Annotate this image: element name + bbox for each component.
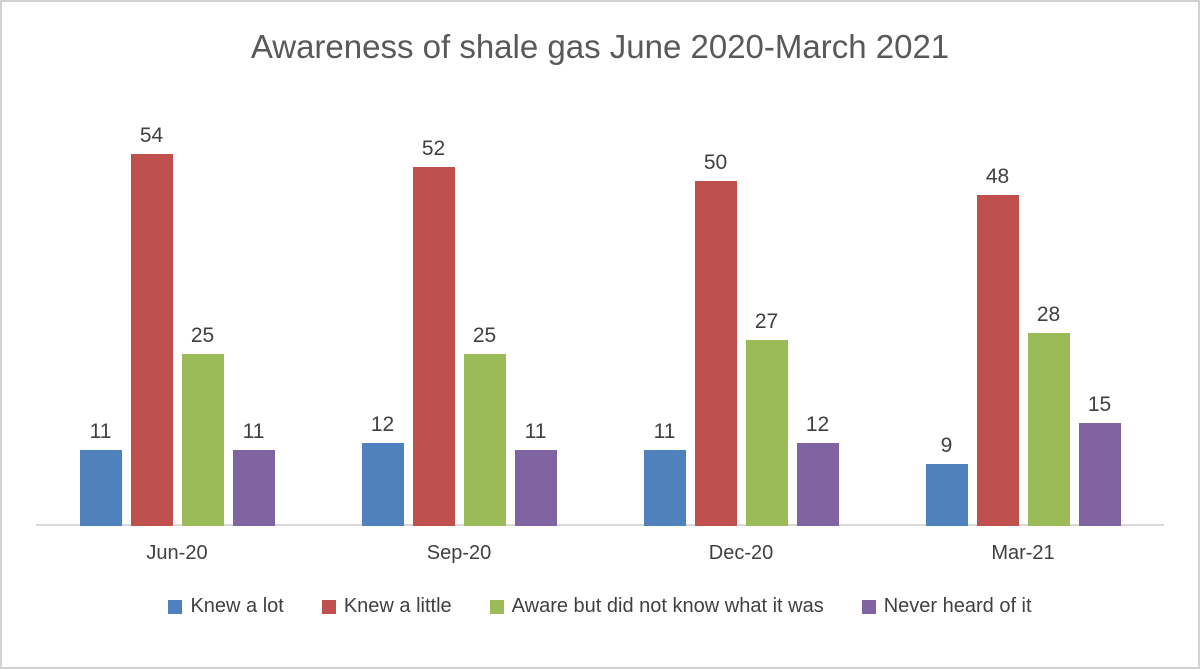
bar bbox=[514, 450, 557, 527]
bar-column: 12 bbox=[796, 413, 839, 527]
legend-item: Never heard of it bbox=[861, 595, 1032, 618]
legend-label: Knew a lot bbox=[190, 595, 284, 618]
x-axis-line bbox=[36, 524, 1164, 527]
bar-value-label: 27 bbox=[754, 309, 779, 333]
bar bbox=[643, 450, 686, 527]
bar-value-label: 11 bbox=[89, 420, 112, 444]
legend-color-swatch bbox=[861, 599, 876, 614]
bar-value-label: 25 bbox=[472, 323, 497, 347]
legend-label: Aware but did not know what it was bbox=[511, 595, 824, 618]
bar-column: 11 bbox=[514, 420, 557, 527]
bar-value-label: 12 bbox=[805, 413, 830, 437]
bar bbox=[796, 443, 839, 527]
legend-label: Knew a little bbox=[343, 595, 452, 618]
bar-column: 11 bbox=[79, 420, 122, 527]
legend-item: Aware but did not know what it was bbox=[489, 595, 824, 618]
chart-title: Awareness of shale gas June 2020-March 2… bbox=[250, 28, 950, 65]
bar-value-label: 11 bbox=[653, 420, 676, 444]
bar bbox=[130, 153, 173, 527]
bar bbox=[361, 443, 404, 527]
bar bbox=[976, 195, 1019, 527]
legend-color-swatch bbox=[489, 599, 504, 614]
bar-value-label: 9 bbox=[940, 434, 953, 458]
bar-value-label: 15 bbox=[1087, 392, 1112, 416]
bar bbox=[79, 450, 122, 527]
bar bbox=[745, 339, 788, 527]
x-axis-label: Sep-20 bbox=[426, 542, 492, 565]
bar-group-jun-20: 11 54 25 11 bbox=[36, 124, 318, 527]
bar-column: 28 bbox=[1027, 303, 1070, 527]
bar-column: 25 bbox=[181, 323, 224, 527]
bar-value-label: 48 bbox=[985, 165, 1010, 189]
bar-group-dec-20: 11 50 27 12 bbox=[600, 151, 882, 527]
bar-value-label: 52 bbox=[421, 137, 446, 161]
bar-column: 11 bbox=[232, 420, 275, 527]
bar bbox=[925, 464, 968, 527]
x-axis-labels: Jun-20 Sep-20 Dec-20 Mar-21 bbox=[36, 526, 1164, 565]
bar-value-label: 11 bbox=[242, 420, 265, 444]
bar-column: 9 bbox=[925, 434, 968, 527]
bar-value-label: 28 bbox=[1036, 303, 1061, 327]
bar bbox=[463, 353, 506, 527]
bar bbox=[694, 181, 737, 527]
x-axis-label: Jun-20 bbox=[146, 542, 208, 565]
bar-value-label: 25 bbox=[190, 323, 215, 347]
bar-column: 48 bbox=[976, 165, 1019, 527]
bar bbox=[1027, 333, 1070, 527]
bar-group-sep-20: 12 52 25 11 bbox=[318, 137, 600, 527]
bar-column: 11 bbox=[643, 420, 686, 527]
bar-column: 50 bbox=[694, 151, 737, 527]
bar bbox=[232, 450, 275, 527]
bar-column: 25 bbox=[463, 323, 506, 527]
bar-column: 15 bbox=[1078, 392, 1121, 527]
bar bbox=[181, 353, 224, 527]
legend-item: Knew a lot bbox=[168, 595, 284, 618]
bar-value-label: 54 bbox=[139, 123, 164, 147]
x-axis-label: Dec-20 bbox=[708, 542, 774, 565]
plot-area: 11 54 25 11 12 52 25 11 11 50 27 12 9 48 28 15 bbox=[36, 111, 1164, 527]
bar-value-label: 12 bbox=[370, 413, 395, 437]
bar-value-label: 50 bbox=[703, 151, 728, 175]
legend-color-swatch bbox=[321, 599, 336, 614]
legend-label: Never heard of it bbox=[883, 595, 1032, 618]
bar-column: 52 bbox=[412, 137, 455, 527]
bar-column: 27 bbox=[745, 309, 788, 527]
legend: Knew a lot Knew a little Aware but did not… bbox=[2, 595, 1198, 618]
bar-group-mar-21: 9 48 28 15 bbox=[882, 165, 1164, 527]
bar bbox=[1078, 422, 1121, 527]
legend-item: Knew a little bbox=[321, 595, 452, 618]
bar-column: 12 bbox=[361, 413, 404, 527]
bar-column: 54 bbox=[130, 123, 173, 527]
bar-value-label: 11 bbox=[524, 420, 547, 444]
x-axis-label: Mar-21 bbox=[991, 542, 1055, 565]
legend-color-swatch bbox=[168, 599, 183, 614]
bar bbox=[412, 167, 455, 527]
